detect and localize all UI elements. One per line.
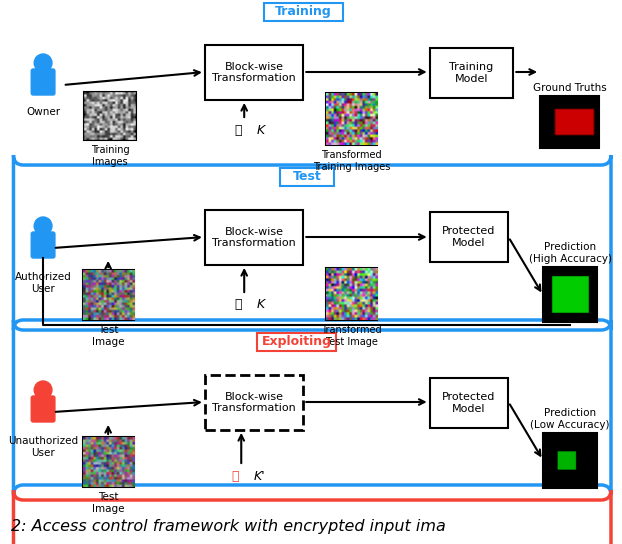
FancyBboxPatch shape (31, 396, 55, 422)
Text: Transformed
Test Image: Transformed Test Image (322, 325, 382, 347)
FancyBboxPatch shape (257, 333, 336, 351)
Text: Training: Training (275, 5, 332, 18)
FancyBboxPatch shape (326, 93, 378, 145)
Circle shape (34, 217, 52, 235)
Text: 🔑: 🔑 (234, 123, 242, 137)
Circle shape (34, 381, 52, 399)
Text: Prediction
(High Accuracy): Prediction (High Accuracy) (529, 243, 611, 264)
Text: Owner: Owner (26, 107, 60, 117)
FancyBboxPatch shape (543, 267, 597, 322)
FancyBboxPatch shape (540, 96, 599, 148)
Text: Training
Images: Training Images (91, 145, 129, 166)
Text: Training
Model: Training Model (449, 62, 494, 84)
FancyBboxPatch shape (430, 378, 508, 428)
Text: Exploiting: Exploiting (261, 336, 332, 349)
FancyBboxPatch shape (264, 3, 343, 21)
Text: Protected
Model: Protected Model (442, 226, 496, 248)
FancyBboxPatch shape (14, 155, 611, 330)
FancyBboxPatch shape (83, 437, 134, 487)
Text: 🔑: 🔑 (234, 299, 242, 312)
Text: Authorized
User: Authorized User (15, 272, 72, 294)
FancyBboxPatch shape (326, 268, 378, 320)
FancyBboxPatch shape (85, 92, 136, 140)
Text: 2: Access control framework with encrypted input ima: 2: Access control framework with encrypt… (11, 519, 445, 534)
FancyBboxPatch shape (14, 490, 611, 544)
FancyBboxPatch shape (205, 210, 304, 265)
Text: Block-wise
Transformation: Block-wise Transformation (212, 227, 296, 248)
Text: K: K (257, 299, 265, 312)
Circle shape (34, 54, 52, 72)
FancyBboxPatch shape (280, 168, 334, 186)
Text: Protected
Model: Protected Model (442, 392, 496, 414)
FancyBboxPatch shape (430, 48, 513, 98)
Text: Block-wise
Transformation: Block-wise Transformation (212, 392, 296, 413)
FancyBboxPatch shape (430, 212, 508, 262)
Text: Test
Image: Test Image (92, 492, 124, 514)
FancyBboxPatch shape (31, 232, 55, 258)
FancyBboxPatch shape (83, 270, 134, 320)
FancyBboxPatch shape (14, 320, 611, 495)
Text: Ground Truths: Ground Truths (532, 83, 606, 93)
FancyBboxPatch shape (543, 433, 597, 488)
FancyBboxPatch shape (205, 45, 304, 100)
Text: Prediction
(Low Accuracy): Prediction (Low Accuracy) (531, 409, 610, 430)
Text: Test: Test (292, 170, 321, 183)
Text: K: K (257, 123, 265, 137)
Text: K': K' (254, 469, 266, 483)
Text: Test
Image: Test Image (92, 325, 124, 347)
FancyBboxPatch shape (31, 69, 55, 95)
FancyBboxPatch shape (205, 375, 304, 430)
Text: Block-wise
Transformation: Block-wise Transformation (212, 61, 296, 83)
Text: Unauthorized
User: Unauthorized User (8, 436, 78, 458)
Text: 🔑: 🔑 (231, 469, 239, 483)
Text: Transformed
Training Images: Transformed Training Images (313, 150, 391, 171)
